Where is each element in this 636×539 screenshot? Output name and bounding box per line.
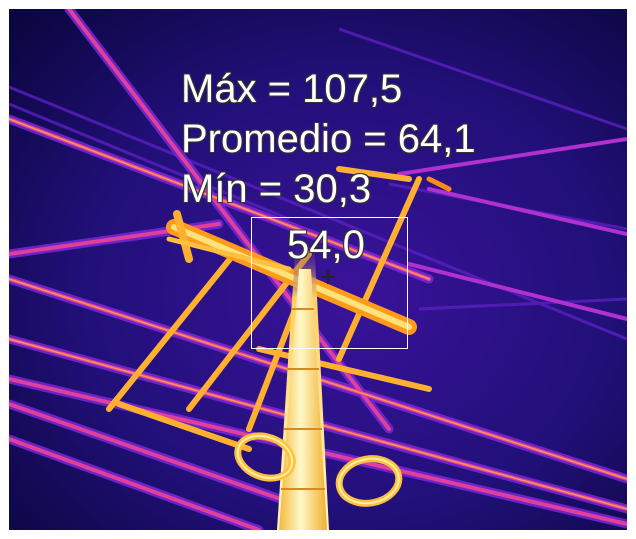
- average-temperature: Promedio = 64,1: [181, 117, 476, 161]
- cable-loops: [234, 432, 403, 507]
- measurement-box[interactable]: [251, 217, 408, 349]
- crosshair-icon[interactable]: [321, 270, 335, 284]
- upper-right-wires: [397, 137, 627, 321]
- crossarm: [166, 166, 452, 335]
- thermal-image: Máx = 107,5 Promedio = 64,1 Mín = 30,3 5…: [9, 9, 627, 530]
- min-temperature: Mín = 30,3: [181, 167, 372, 211]
- max-temperature: Máx = 107,5: [181, 67, 403, 111]
- thermal-scene: [9, 9, 627, 530]
- spot-temperature: 54,0: [287, 223, 365, 267]
